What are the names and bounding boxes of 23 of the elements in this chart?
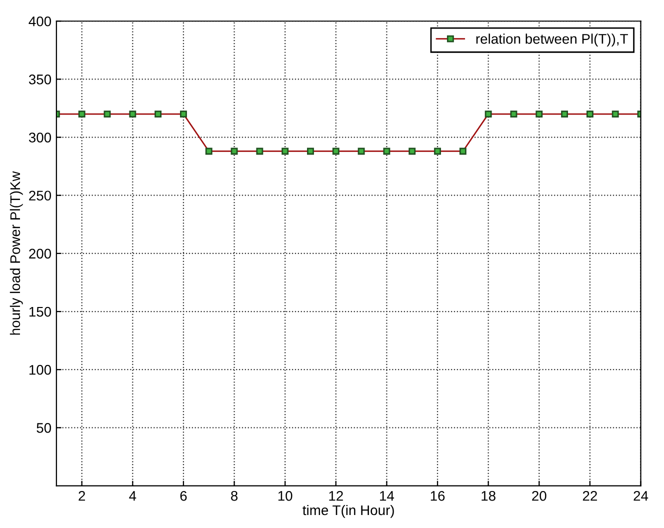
x-tick-label: 14 [380,491,394,501]
y-tick-label: 400 [28,16,52,26]
x-tick-label: 18 [482,490,496,501]
y-tick-label: 200 [29,248,52,259]
legend-label: relation between Pl(T)),T [476,34,628,47]
x-tick-label: 24 [634,490,648,501]
x-tick-label: 16 [430,490,445,501]
y-tick-label: 300 [28,132,52,142]
x-axis-title: time T(in Hour) [302,504,394,518]
x-tick-label: 2 [78,490,86,501]
x-tick-label: 22 [582,490,597,501]
x-tick-label: 10 [278,490,292,501]
y-tick-label: 50 [36,423,52,433]
x-tick-label: 12 [329,490,343,501]
y-tick-label: 100 [29,364,52,375]
y-tick-label: 350 [28,74,52,84]
x-tick-label: 20 [532,490,546,501]
x-tick-label: 6 [180,490,187,501]
y-tick-label: 150 [29,306,52,317]
y-axis-title: hourly load Power Pl(T)Kw [10,171,23,335]
y-tick-label: 250 [29,190,52,201]
x-tick-label: 8 [231,490,238,501]
x-tick-label: 4 [129,491,136,501]
